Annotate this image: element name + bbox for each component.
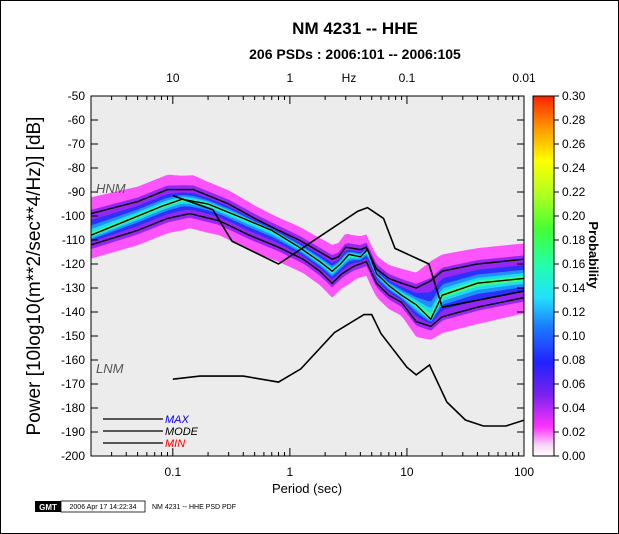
- lnm-label: LNM: [96, 361, 124, 376]
- x-axis-label: Period (sec): [272, 481, 342, 496]
- y-tick-label: -80: [68, 161, 86, 175]
- colorbar-tick-label: 0.04: [562, 401, 586, 415]
- colorbar-tick-label: 0.08: [562, 353, 586, 367]
- legend-max-label: MAX: [165, 414, 190, 426]
- top-tick-label: 10: [166, 71, 180, 85]
- y-tick-label: -100: [61, 209, 85, 223]
- y-tick-label: -200: [61, 449, 85, 463]
- colorbar-tick-label: 0.00: [562, 449, 586, 463]
- top-tick-label: 0.01: [512, 71, 536, 85]
- x-tick-label: 10: [400, 465, 414, 479]
- legend-mode-label: MODE: [165, 426, 199, 438]
- colorbar-label: Probability: [586, 221, 601, 289]
- chart-title: NM 4231 -- HHE: [292, 19, 418, 38]
- y-tick-label: -70: [68, 137, 86, 151]
- statistic-curves: [91, 188, 524, 427]
- y-tick-label: -150: [61, 329, 85, 343]
- y-tick-label: -180: [61, 401, 85, 415]
- colorbar-tick-label: 0.26: [562, 137, 586, 151]
- y-tick-label: -140: [61, 305, 85, 319]
- y-axis-label: Power [10log10(m**2/sec**4/Hz)] [dB]: [24, 117, 45, 436]
- footer: GMT 2006 Apr 17 14:22:34 NM 4231 -- HHE …: [35, 500, 236, 513]
- hnm-label: HNM: [96, 181, 126, 196]
- gmt-logo-text: GMT: [39, 503, 57, 512]
- frequency-axis-label: Hz: [342, 71, 357, 85]
- plot-border: [90, 95, 525, 457]
- colorbar-tick-label: 0.02: [562, 425, 586, 439]
- gmt-logo: [35, 501, 61, 512]
- timestamp-box: [60, 500, 146, 513]
- colorbar-tick-label: 0.16: [562, 257, 586, 271]
- y-tick-label: -120: [61, 257, 85, 271]
- mode-curve: [91, 198, 524, 321]
- y-tick-label: -50: [68, 89, 86, 103]
- legend-min-label: MIN: [165, 438, 185, 450]
- period-axis: 0.1 1 10 100: [90, 96, 534, 479]
- colorbar: [532, 95, 555, 457]
- footer-caption: NM 4231 -- HHE PSD PDF: [152, 504, 236, 511]
- top-tick-label: 0.1: [399, 71, 416, 85]
- colorbar-tick-label: 0.14: [562, 281, 586, 295]
- max-curve: [91, 188, 524, 289]
- colorbar-tick-label: 0.10: [562, 329, 586, 343]
- colorbar-tick-label: 0.24: [562, 161, 586, 175]
- y-tick-label: -190: [61, 425, 85, 439]
- y-tick-label: -130: [61, 281, 85, 295]
- colorbar-tick-label: 0.28: [562, 113, 586, 127]
- colorbar-axis: 0.30 0.28 0.26 0.24 0.22 0.20 0.18 0.16 0.14 0.12…: [554, 89, 586, 463]
- colorbar-tick-label: 0.30: [562, 89, 586, 103]
- x-tick-label: 0.1: [164, 465, 181, 479]
- x-tick-label: 100: [514, 465, 534, 479]
- colorbar-tick-label: 0.22: [562, 185, 586, 199]
- colorbar-tick-label: 0.20: [562, 209, 586, 223]
- power-axis: -50 -60 -70 -80 -90 -100 -110 -120 -130 -140 -150 -…: [61, 89, 524, 463]
- min-curve: [91, 212, 524, 328]
- top-tick-label: 1: [287, 71, 294, 85]
- chart-subtitle: 206 PSDs : 2006:101 -- 2006:105: [249, 46, 461, 62]
- colorbar-tick-label: 0.18: [562, 233, 586, 247]
- legend: MAX MODE MIN: [103, 414, 199, 450]
- y-tick-label: -160: [61, 353, 85, 367]
- y-tick-label: -60: [68, 113, 86, 127]
- colorbar-tick-label: 0.12: [562, 305, 586, 319]
- y-tick-label: -110: [62, 233, 85, 247]
- colorbar-tick-label: 0.06: [562, 377, 586, 391]
- y-tick-label: -170: [61, 377, 85, 391]
- x-tick-label: 1: [287, 465, 294, 479]
- frequency-axis: 10 1 0.1 0.01: [166, 71, 536, 104]
- lnm-curve: [172, 313, 524, 427]
- timestamp: 2006 Apr 17 14:22:34: [70, 504, 137, 511]
- pdf-band-3: [91, 192, 524, 324]
- y-tick-label: -90: [68, 185, 86, 199]
